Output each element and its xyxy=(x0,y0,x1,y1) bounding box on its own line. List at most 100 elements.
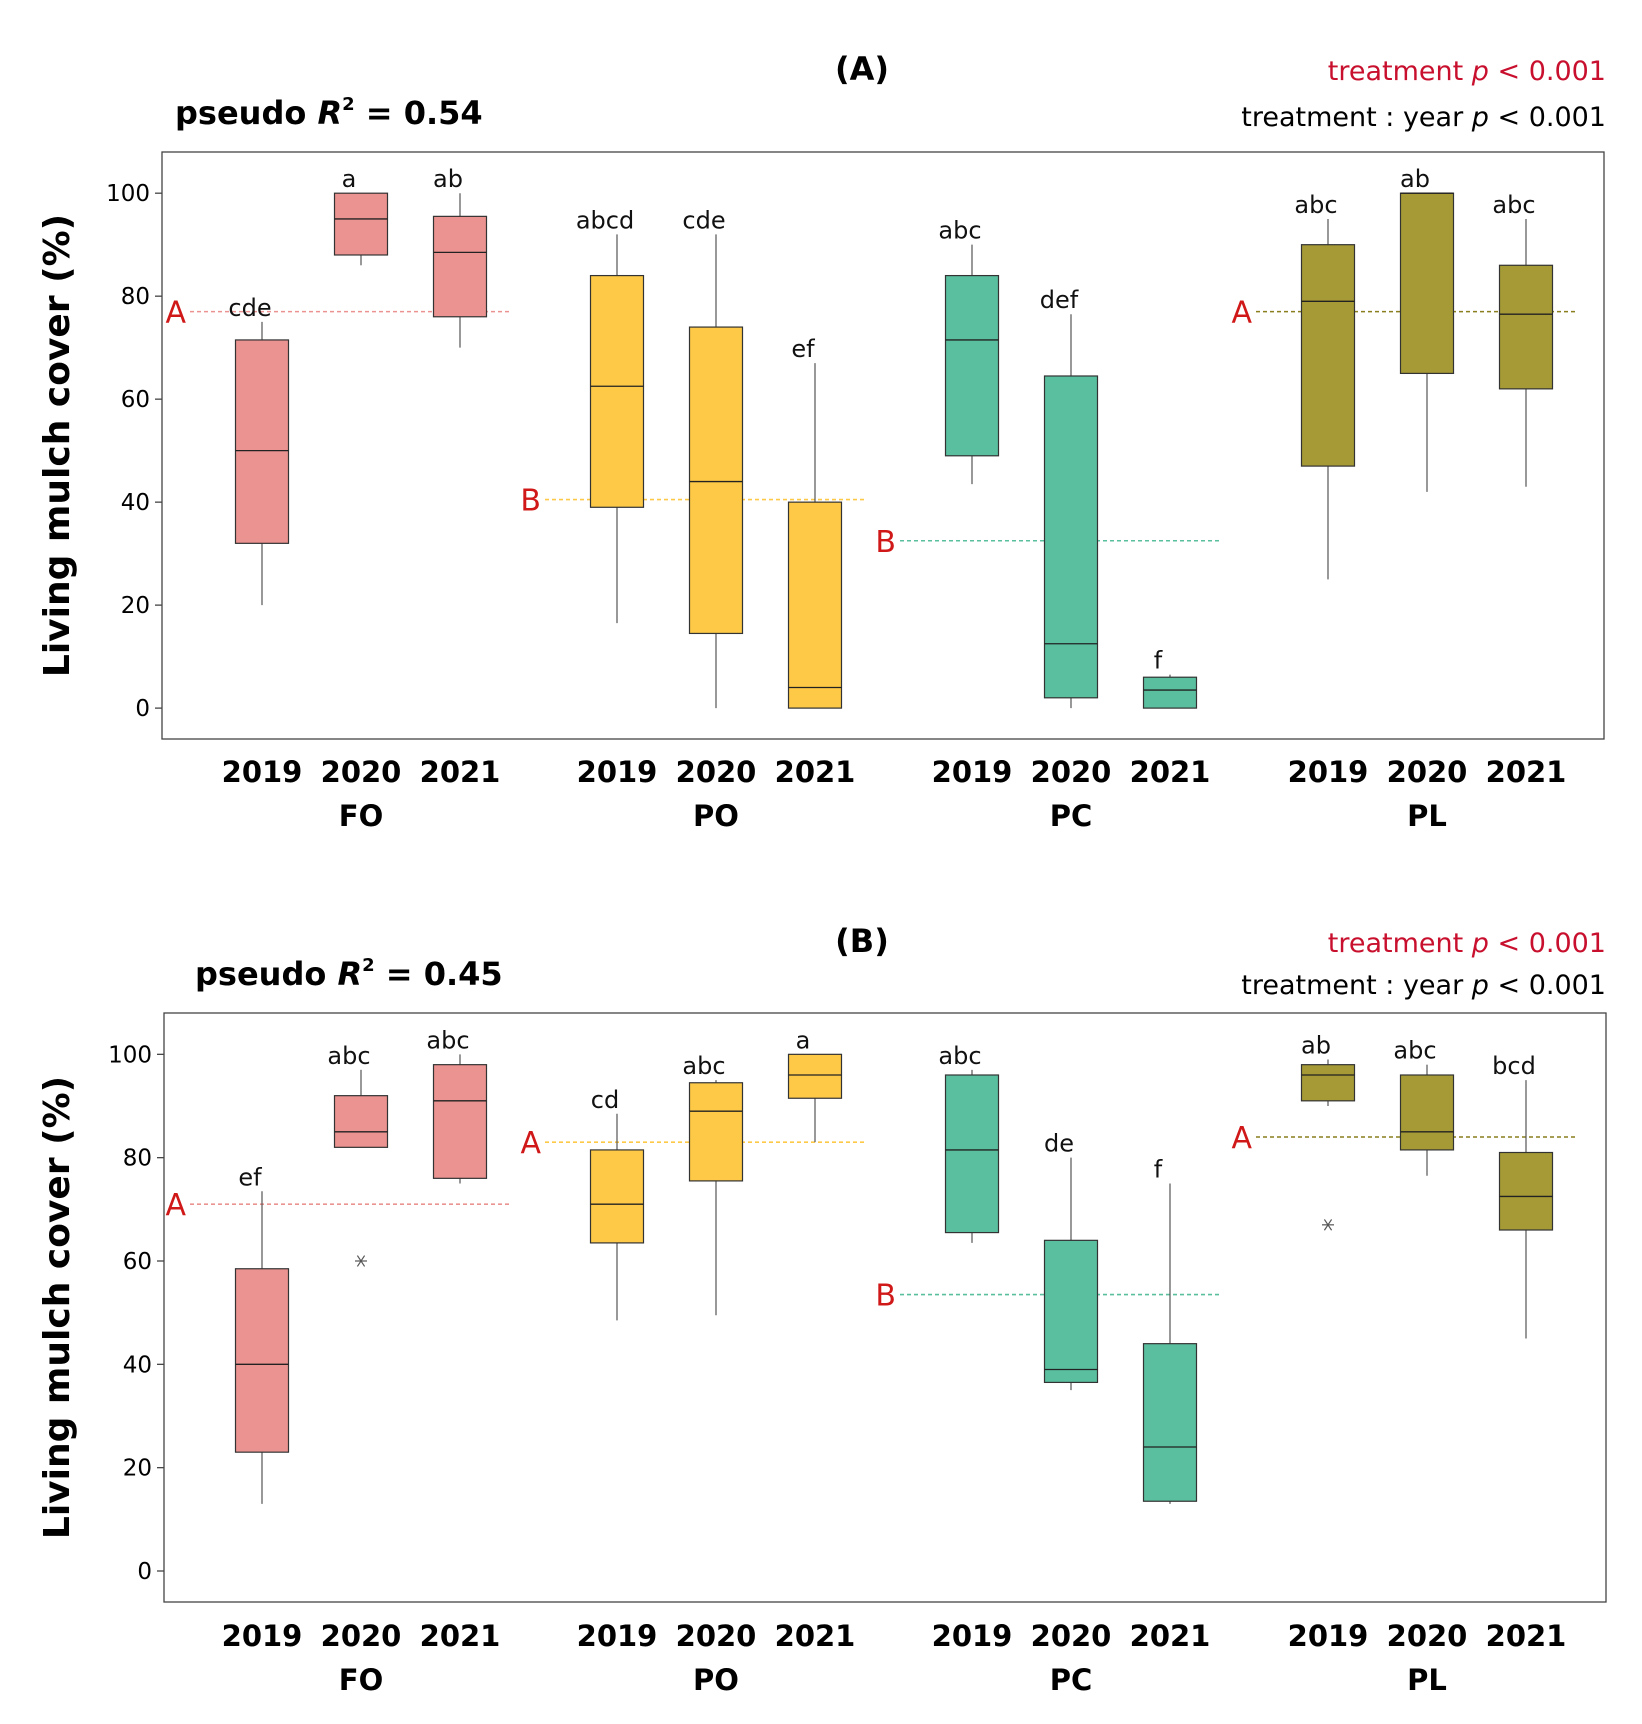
y-tick-label: 0 xyxy=(135,696,150,722)
stat-treatment: treatment p < 0.001 xyxy=(1328,928,1606,959)
x-year-label: 2021 xyxy=(1130,755,1211,789)
significance-letter: abc xyxy=(938,217,981,245)
stat-treatment-p-symbol: p xyxy=(1471,56,1489,87)
significance-letter: f xyxy=(1154,647,1163,675)
y-tick-label: 40 xyxy=(121,490,150,516)
stat-treatment-p-symbol: p xyxy=(1471,928,1489,959)
x-year-label: 2020 xyxy=(321,1619,402,1653)
stat-interaction-term: treatment : year xyxy=(1241,102,1472,133)
box-iqr xyxy=(234,1268,290,1453)
stat-interaction-p-value: < 0.001 xyxy=(1489,970,1606,1001)
significance-letter: abc xyxy=(327,1042,370,1070)
box-2021: abc 2021 xyxy=(420,1026,501,1653)
y-tick-label: 100 xyxy=(106,181,150,207)
y-tick-label: 60 xyxy=(123,1249,152,1275)
box-2021: f 2021 xyxy=(1130,1156,1211,1654)
significance-letter: abc xyxy=(426,1026,469,1054)
significance-letter: abc xyxy=(938,1042,981,1070)
x-year-label: 2020 xyxy=(676,1619,757,1653)
pseudo-r2-superscript: 2 xyxy=(362,955,375,976)
box-iqr xyxy=(787,501,843,709)
significance-letter: def xyxy=(1040,286,1079,314)
pseudo-r2-label: pseudo R2 = 0.54 xyxy=(175,94,483,132)
box-2019: abc 2019 xyxy=(1288,191,1369,789)
box-2020: ab 2020 xyxy=(1387,165,1468,789)
box-iqr xyxy=(589,274,645,508)
stat-interaction: treatment : year p < 0.001 xyxy=(1241,970,1606,1001)
box-iqr xyxy=(1043,375,1099,699)
x-year-label: 2021 xyxy=(420,755,501,789)
significance-letter: bcd xyxy=(1492,1052,1536,1080)
x-year-label: 2019 xyxy=(1288,1619,1369,1653)
pseudo-r2-value: = 0.54 xyxy=(355,94,483,132)
x-year-label: 2021 xyxy=(775,1619,856,1653)
box-2019: cde 2019 xyxy=(222,294,303,789)
box-iqr xyxy=(1300,244,1356,467)
box-2021: abc 2021 xyxy=(1486,191,1567,789)
significance-letter: ab xyxy=(1400,165,1430,193)
box-iqr xyxy=(1498,264,1554,390)
box-iqr xyxy=(1300,1064,1356,1102)
box-2021: ab 2021 xyxy=(420,165,501,789)
stat-treatment: treatment p < 0.001 xyxy=(1328,56,1606,87)
box-2019: ab 2019 xyxy=(1288,1032,1369,1654)
box-iqr xyxy=(589,1149,645,1244)
pseudo-r2-label: pseudo R2 = 0.45 xyxy=(195,955,503,993)
y-tick-label: 60 xyxy=(121,387,150,413)
x-group-label: PL xyxy=(1407,1663,1447,1697)
group-mean-letter: A xyxy=(1231,296,1252,331)
x-year-label: 2020 xyxy=(1387,1619,1468,1653)
outlier-stroke xyxy=(1323,1219,1333,1231)
x-group-label: PL xyxy=(1407,799,1447,833)
box-2020: cde 2020 xyxy=(676,206,757,789)
group-po: Acd 2019 abc 2020 a 2021 PO xyxy=(520,1026,867,1697)
significance-letter: cde xyxy=(682,206,725,234)
x-year-label: 2021 xyxy=(775,755,856,789)
y-tick-label: 20 xyxy=(123,1456,152,1482)
stat-interaction-p-symbol: p xyxy=(1471,102,1489,133)
significance-letter: a xyxy=(796,1026,811,1054)
box-2019: abc 2019 xyxy=(932,1042,1013,1653)
box-2019: ef 2019 xyxy=(222,1163,303,1653)
box-iqr xyxy=(1142,1343,1198,1502)
box-iqr xyxy=(944,1074,1000,1234)
box-iqr xyxy=(333,192,389,256)
x-year-label: 2020 xyxy=(676,755,757,789)
stat-treatment-p-value: < 0.001 xyxy=(1489,56,1606,87)
box-2019: abc 2019 xyxy=(932,217,1013,789)
x-year-label: 2019 xyxy=(932,755,1013,789)
x-year-label: 2020 xyxy=(1387,755,1468,789)
stat-treatment-p-value: < 0.001 xyxy=(1489,928,1606,959)
box-iqr xyxy=(234,339,290,544)
x-year-label: 2020 xyxy=(1031,1619,1112,1653)
y-tick-label: 80 xyxy=(121,284,150,310)
x-group-label: FO xyxy=(339,1663,383,1697)
outlier-stroke xyxy=(356,1255,366,1267)
y-tick-label: 40 xyxy=(123,1352,152,1378)
panel-title: (A) xyxy=(835,50,889,88)
significance-letter: de xyxy=(1044,1130,1074,1158)
group-fo: Aef 2019 abc 2020 abc 2021 FO xyxy=(165,1026,512,1697)
significance-letter: ab xyxy=(1301,1032,1331,1060)
pseudo-r2-prefix: pseudo xyxy=(195,955,337,993)
group-mean-letter: A xyxy=(1231,1121,1252,1156)
x-year-label: 2021 xyxy=(420,1619,501,1653)
y-axis-label: Living mulch cover (%) xyxy=(37,1076,78,1539)
y-tick-label: 0 xyxy=(137,1559,152,1585)
significance-letter: f xyxy=(1154,1156,1163,1184)
box-2020: de 2020 xyxy=(1031,1130,1112,1653)
pseudo-r2-value: = 0.45 xyxy=(375,955,503,993)
outlier-marker xyxy=(355,1255,367,1267)
stat-interaction: treatment : year p < 0.001 xyxy=(1241,102,1606,133)
plot-frame xyxy=(161,151,1605,740)
box-2019: cd 2019 xyxy=(577,1086,658,1653)
stat-treatment-term: treatment xyxy=(1328,56,1472,87)
significance-letter: cde xyxy=(228,294,271,322)
